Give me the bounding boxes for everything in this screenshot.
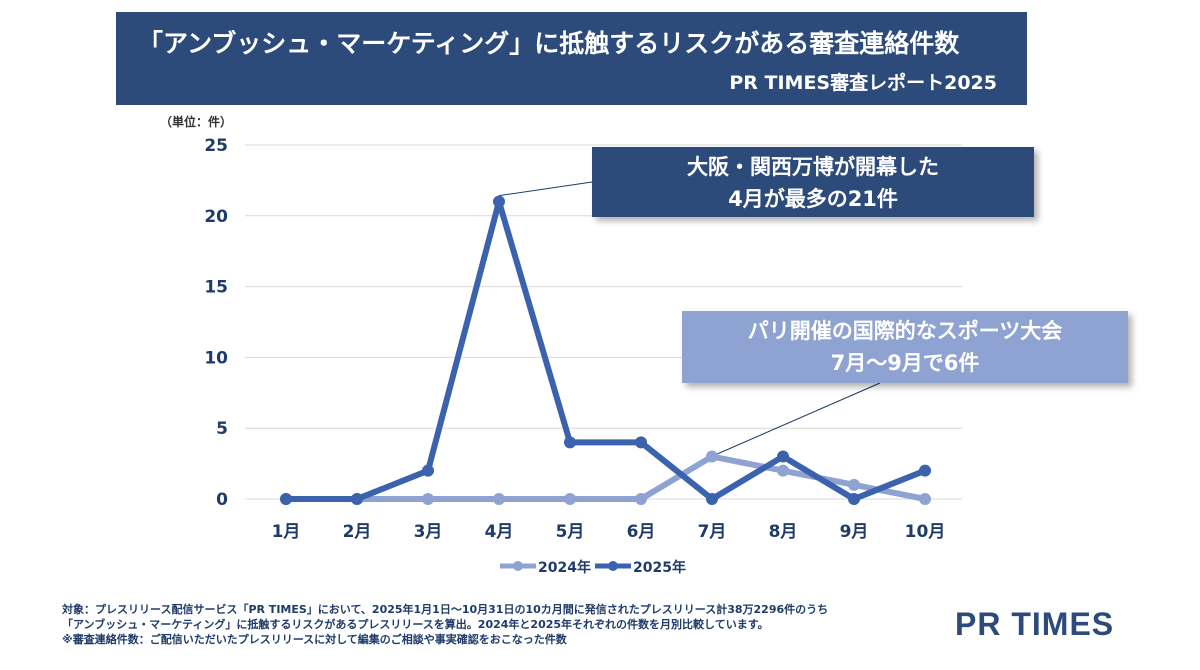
data-point xyxy=(493,195,505,208)
data-point xyxy=(564,493,576,505)
legend-label: 2024年 xyxy=(538,559,591,576)
legend-label: 2025年 xyxy=(633,559,686,576)
data-point xyxy=(351,493,363,505)
footnotes: 対象：プレスリリース配信サービス「PR TIMES」において、2025年1月1日… xyxy=(62,602,828,647)
chart-subtitle: PR TIMES審査レポート2025 xyxy=(729,72,997,94)
callout-leader xyxy=(498,181,593,197)
data-point xyxy=(777,450,789,463)
title-banner: 「アンブッシュ・マーケティング」に抵触するリスクがある審査連絡件数 PR TIM… xyxy=(116,12,1027,105)
footnote-1: 対象：プレスリリース配信サービス「PR TIMES」において、2025年1月1日… xyxy=(62,603,829,616)
callout-2024-line2: 7月〜9月で6件 xyxy=(830,351,980,375)
y-tick-label: 10 xyxy=(204,348,228,368)
x-tick-label: 5月 xyxy=(556,522,585,542)
x-tick-label: 8月 xyxy=(769,522,798,542)
callout-peak: 大阪・関西万博が開幕した 4月が最多の21件 xyxy=(592,147,1034,217)
y-tick-label: 25 xyxy=(204,136,228,156)
y-tick-label: 5 xyxy=(216,419,228,439)
data-point xyxy=(919,464,931,477)
data-point xyxy=(706,493,718,505)
footnote-3: ※審査連絡件数：ご配信いただいたプレスリリースに対して編集のご相談や事実確認をお… xyxy=(62,633,567,646)
data-point xyxy=(919,493,931,505)
data-point xyxy=(848,493,860,505)
callout-peak-line1: 大阪・関西万博が開幕した xyxy=(687,155,939,179)
y-tick-label: 20 xyxy=(204,207,228,227)
callout-2024-line1: パリ開催の国際的なスポーツ大会 xyxy=(747,319,1063,343)
callout-2024: パリ開催の国際的なスポーツ大会 7月〜9月で6件 xyxy=(682,311,1128,383)
data-point xyxy=(777,464,789,477)
chart-title: 「アンブッシュ・マーケティング」に抵触するリスクがある審査連絡件数 xyxy=(138,29,960,58)
x-tick-label: 1月 xyxy=(272,522,301,542)
x-tick-label: 7月 xyxy=(698,522,727,542)
callout-peak-line2: 4月が最多の21件 xyxy=(728,187,898,211)
legend-marker xyxy=(608,561,618,571)
unit-label: （単位：件） xyxy=(160,115,233,129)
x-tick-label: 2月 xyxy=(343,522,372,542)
data-point xyxy=(280,493,292,505)
y-tick-label: 0 xyxy=(216,490,228,510)
data-point xyxy=(422,493,434,505)
data-point xyxy=(635,436,647,449)
data-point xyxy=(422,464,434,477)
data-point xyxy=(848,478,860,491)
data-point xyxy=(493,493,505,505)
data-point xyxy=(564,436,576,449)
y-tick-label: 15 xyxy=(204,278,228,298)
data-point xyxy=(635,493,647,505)
x-tick-label: 10月 xyxy=(905,522,946,542)
x-tick-label: 4月 xyxy=(485,522,514,542)
x-tick-label: 9月 xyxy=(840,522,869,542)
series-line-2024年 xyxy=(286,453,926,502)
callout-leader xyxy=(715,382,881,455)
footnote-2: 「アンブッシュ・マーケティング」に抵触するリスクがあるプレスリリースを算出。20… xyxy=(62,618,769,631)
legend-marker xyxy=(513,561,523,571)
x-tick-label: 6月 xyxy=(627,522,656,542)
data-point xyxy=(706,450,718,463)
series-line-2025年 xyxy=(286,198,927,502)
pr-times-logo: PR TIMES xyxy=(955,606,1115,642)
x-tick-label: 3月 xyxy=(414,522,443,542)
